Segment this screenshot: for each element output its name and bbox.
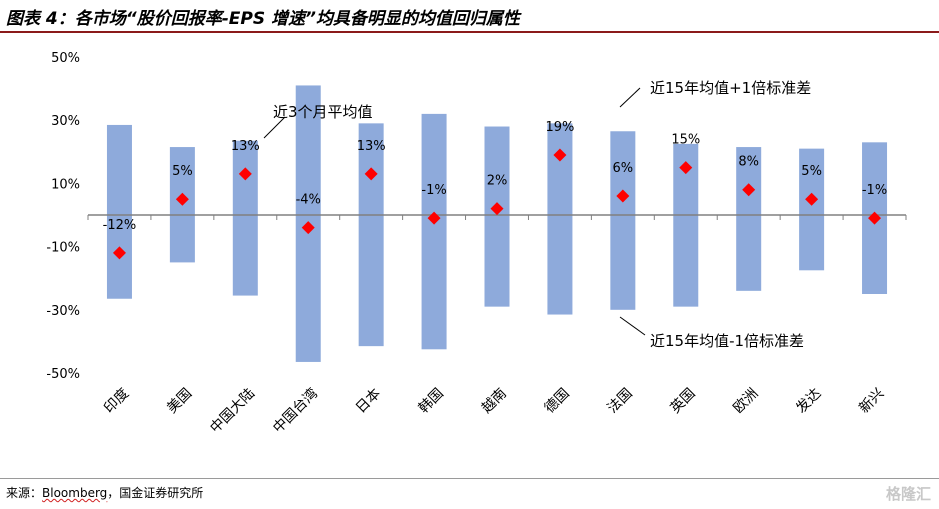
current-value-marker xyxy=(679,161,693,175)
category-label: 印度 xyxy=(101,386,132,417)
y-tick-label: 10% xyxy=(51,177,80,192)
value-label: 5% xyxy=(801,164,822,179)
current-value-marker xyxy=(805,192,819,206)
footer-divider xyxy=(0,478,939,479)
category-label: 新兴 xyxy=(856,386,887,417)
current-value-marker xyxy=(238,167,252,181)
y-tick-label: -30% xyxy=(46,304,80,319)
watermark-logo: 格隆汇 xyxy=(885,485,931,503)
value-label: 8% xyxy=(738,155,759,170)
value-label: -1% xyxy=(862,183,887,198)
source-note: 来源：Bloomberg，国金证券研究所 xyxy=(6,484,203,501)
range-bar xyxy=(106,124,132,299)
current-value-marker xyxy=(112,246,126,260)
y-tick-label: 50% xyxy=(51,51,80,66)
current-value-marker xyxy=(364,167,378,181)
current-value-marker xyxy=(427,211,441,225)
category-label: 日本 xyxy=(353,386,384,417)
value-label: 6% xyxy=(613,161,634,176)
chart-svg: 50% 30% 10% -10% -30% -50% -12% 5% 13% -4% 13% -1% 2… xyxy=(46,51,907,437)
y-tick-label: -50% xyxy=(46,367,80,382)
annotation-leader-upper xyxy=(619,87,641,108)
current-value-marker xyxy=(553,148,567,162)
value-label: -12% xyxy=(103,218,137,233)
value-label: 19% xyxy=(545,120,574,135)
value-label: 2% xyxy=(487,174,508,189)
chart: 50% 30% 10% -10% -30% -50% -12% 5% 13% -4% 13% -1% 2… xyxy=(0,34,939,474)
annotation-leader-lower xyxy=(619,316,646,336)
category-label: 中国大陆 xyxy=(207,386,258,437)
annotation-leader-mean xyxy=(263,116,286,139)
range-bar xyxy=(484,126,510,307)
value-label: 13% xyxy=(231,139,260,154)
category-label: 美国 xyxy=(164,386,195,417)
source-rest: ，国金证券研究所 xyxy=(107,486,204,500)
current-value-marker xyxy=(175,192,189,206)
category-label: 韩国 xyxy=(416,386,447,417)
category-label: 中国台湾 xyxy=(269,385,321,437)
range-bar xyxy=(799,148,825,271)
current-value-marker xyxy=(490,202,504,216)
y-tick-label: -10% xyxy=(46,241,80,256)
category-label: 越南 xyxy=(479,386,510,417)
range-bar xyxy=(232,140,258,296)
value-label: -4% xyxy=(296,193,321,208)
current-value-marker xyxy=(616,189,630,203)
category-label: 法国 xyxy=(605,386,636,417)
range-bar xyxy=(421,113,447,350)
current-value-marker xyxy=(868,211,882,225)
current-value-marker xyxy=(742,183,756,197)
category-label: 德国 xyxy=(542,386,573,417)
annotation-mean: 近3个月平均值 xyxy=(273,103,373,121)
range-bar xyxy=(610,131,636,310)
annotation-upper: 近15年均值+1倍标准差 xyxy=(650,79,811,97)
value-label: 13% xyxy=(357,139,386,154)
source-label: 来源： xyxy=(6,486,43,500)
source-brand: Bloomberg xyxy=(42,486,108,500)
value-label: 5% xyxy=(172,164,193,179)
range-bar xyxy=(358,123,384,347)
figure-title: 图表 4：各市场“股价回报率-EPS 增速”均具备明显的均值回归属性 xyxy=(6,9,520,29)
value-label: -1% xyxy=(421,183,446,198)
category-label: 欧洲 xyxy=(730,386,761,417)
current-value-marker xyxy=(301,221,315,235)
category-label: 英国 xyxy=(667,385,699,417)
y-tick-label: 30% xyxy=(51,114,80,129)
range-bar xyxy=(736,147,762,291)
title-divider xyxy=(0,31,939,33)
annotation-lower: 近15年均值-1倍标准差 xyxy=(650,332,804,350)
value-label: 15% xyxy=(671,133,700,148)
category-label: 发达 xyxy=(793,386,824,417)
